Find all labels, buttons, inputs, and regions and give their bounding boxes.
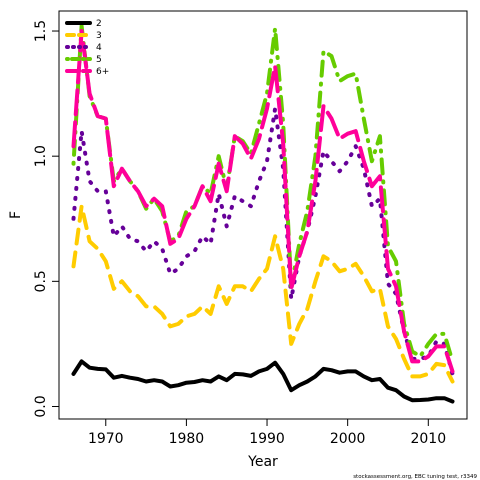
series-line-2: [71, 359, 455, 404]
legend-label: 3: [96, 31, 102, 41]
legend-label: 2: [96, 19, 102, 29]
series-line-3: [71, 204, 455, 384]
y-tick-label: 1.5: [33, 20, 49, 42]
x-tick-label: 1980: [169, 431, 205, 447]
y-tick-label: 1.0: [33, 145, 49, 167]
series-line-5: [71, 24, 455, 364]
legend-label: 4: [96, 43, 102, 53]
y-tick-label: 0.5: [33, 270, 49, 292]
legend: 2 3 4 5 6+: [65, 19, 109, 77]
x-tick-label: 2000: [330, 431, 366, 447]
series-line-4: [71, 106, 455, 376]
footnote: stockassessment.org, EBC tuning test, r3…: [353, 474, 477, 480]
x-tick-label: 2010: [410, 431, 446, 447]
series-line-6plus: [71, 29, 455, 374]
y-axis-title: F: [8, 211, 24, 219]
axis-layer: 1970 1980 1990 2000 2010 0.0 0.5 1.0 1.5: [33, 20, 446, 447]
legend-label: 6+: [96, 67, 109, 77]
x-axis-title: Year: [247, 454, 278, 470]
y-tick-label: 0.0: [33, 395, 49, 417]
x-tick-label: 1990: [249, 431, 285, 447]
x-tick-label: 1970: [88, 431, 124, 447]
series-layer: [71, 24, 455, 404]
legend-label: 5: [96, 55, 102, 65]
